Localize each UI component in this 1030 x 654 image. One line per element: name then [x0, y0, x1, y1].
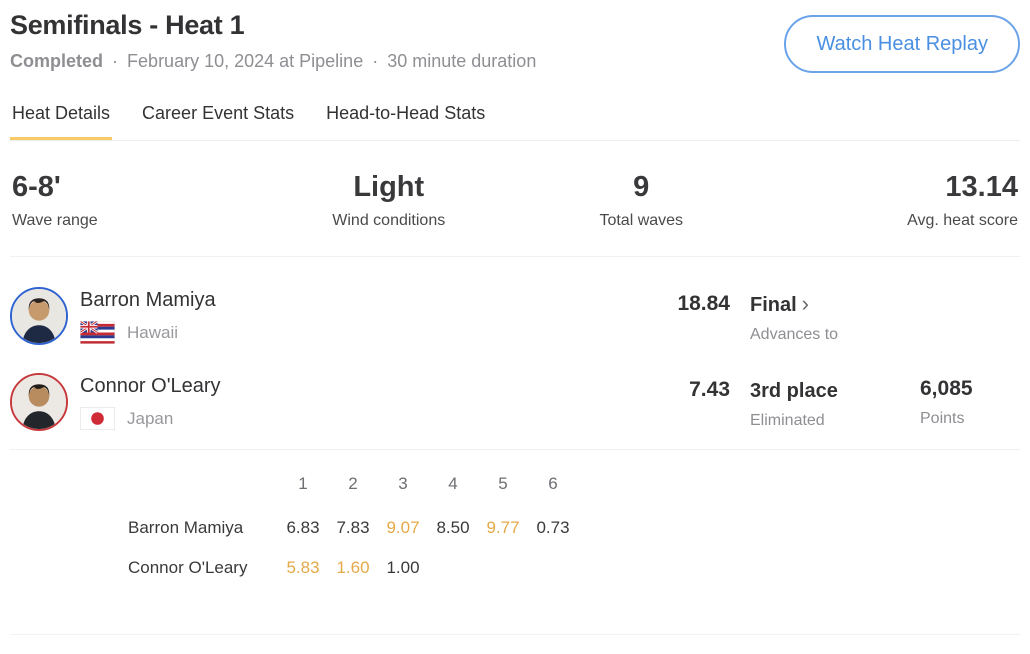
wave-row-name: Barron Mamiya: [128, 518, 244, 537]
result-title-text: 3rd place: [750, 380, 838, 402]
wave-row-connor-oleary: Connor O'Leary 5.83 1.60 1.00: [128, 548, 1020, 588]
avatar: [10, 373, 68, 431]
result-link[interactable]: Final ›: [750, 291, 920, 317]
surfer-identity: Connor O'Leary Japan: [80, 373, 590, 430]
result-block: 3rd place Eliminated: [750, 373, 920, 430]
tab-heat-details[interactable]: Heat Details: [10, 95, 113, 140]
result-subtitle: Eliminated: [750, 412, 825, 429]
surfer-identity: Barron Mamiya: [80, 287, 590, 344]
heat-header: Semifinals - Heat 1 Completed · February…: [10, 0, 1020, 73]
wave-score: 0.73: [536, 518, 570, 537]
stat-value: 9: [633, 171, 650, 203]
wave-score: 1.60: [336, 558, 370, 577]
stat-value: Light: [353, 171, 425, 203]
wave-row-name: Connor O'Leary: [128, 558, 248, 577]
wave-column-header: 5: [498, 474, 508, 493]
surfer-portrait: [12, 375, 66, 429]
surfer-name: Barron Mamiya: [80, 289, 216, 311]
tab-head-to-head-stats[interactable]: Head-to-Head Stats: [326, 103, 486, 123]
stat-value: 13.14: [945, 171, 1018, 203]
duration: 30 minute duration: [387, 51, 537, 71]
chevron-right-icon: [838, 377, 843, 402]
avatar: [10, 287, 68, 345]
region-label: Hawaii: [127, 322, 179, 342]
page-title: Semifinals - Heat 1: [10, 10, 245, 40]
wave-table-header: 1 2 3 4 5 6: [128, 474, 1020, 494]
result-block: Final › Advances to: [750, 287, 920, 344]
hawaii-flag-icon: [80, 321, 115, 344]
stat-value: 6-8': [12, 171, 61, 203]
result-title: Final: [750, 294, 797, 316]
surfer-portrait: [12, 289, 66, 343]
points-block: 6,085 Points: [920, 373, 1020, 428]
wave-score: 9.07: [386, 518, 420, 537]
wave-score: 8.50: [436, 518, 470, 537]
date-location: February 10, 2024 at Pipeline: [127, 51, 364, 71]
watch-heat-replay-button[interactable]: Watch Heat Replay: [784, 15, 1020, 73]
wave-score: 5.83: [286, 558, 320, 577]
stat-total-waves: 9 Total waves: [515, 171, 768, 230]
wave-column-header: 6: [548, 474, 558, 493]
heat-header-text: Semifinals - Heat 1 Completed · February…: [10, 6, 536, 72]
surfer-row-connor-oleary: Connor O'Leary Japan 7.43 3rd place Elim…: [10, 359, 1020, 445]
wave-column-header: 2: [348, 474, 358, 493]
wave-score-table: 1 2 3 4 5 6 Barron Mamiya 6.83 7.83 9.07…: [128, 474, 1020, 588]
separator-dot: ·: [372, 51, 379, 71]
surfer-name: Connor O'Leary: [80, 375, 221, 397]
separator-dot: ·: [112, 51, 119, 71]
points-block: [920, 287, 1020, 300]
points-value: 6,085: [920, 377, 973, 400]
tab-bar: Heat Details Career Event Stats Head-to-…: [10, 95, 1020, 141]
stat-wind-conditions: Light Wind conditions: [263, 171, 516, 230]
result-subtitle: Advances to: [750, 326, 839, 343]
wave-column-header: 3: [398, 474, 408, 493]
stat-wave-range: 6-8' Wave range: [10, 171, 263, 230]
wave-column-header: 4: [448, 474, 458, 493]
surfer-region: Japan: [80, 407, 590, 430]
heat-conditions: 6-8' Wave range Light Wind conditions 9 …: [10, 141, 1020, 257]
stat-label: Total waves: [599, 212, 684, 229]
stat-label: Wave range: [12, 212, 98, 229]
japan-flag-icon: [80, 407, 115, 430]
heat-total-score: 7.43: [689, 378, 730, 401]
surfer-region: Hawaii: [80, 321, 590, 344]
result-title: 3rd place: [750, 377, 920, 403]
wave-score: 1.00: [386, 558, 420, 577]
wave-row-barron-mamiya: Barron Mamiya 6.83 7.83 9.07 8.50 9.77 0…: [128, 508, 1020, 548]
surfer-results: Barron Mamiya: [10, 257, 1020, 450]
wave-score: 7.83: [336, 518, 370, 537]
wave-scores-section: 1 2 3 4 5 6 Barron Mamiya 6.83 7.83 9.07…: [10, 474, 1020, 635]
tab-career-event-stats[interactable]: Career Event Stats: [142, 103, 295, 123]
surfer-row-barron-mamiya: Barron Mamiya: [10, 273, 1020, 359]
points-label: Points: [920, 410, 965, 427]
wave-column-header: 1: [298, 474, 308, 493]
stat-label: Avg. heat score: [907, 212, 1018, 229]
heat-total-score: 18.84: [677, 292, 730, 315]
stat-avg-heat-score: 13.14 Avg. heat score: [768, 171, 1021, 230]
stat-label: Wind conditions: [332, 212, 446, 229]
wave-score: 6.83: [286, 518, 320, 537]
status-label: Completed: [10, 51, 104, 71]
heat-details-page: Semifinals - Heat 1 Completed · February…: [10, 0, 1020, 635]
wave-score: 9.77: [486, 518, 520, 537]
chevron-right-icon: ›: [801, 291, 809, 316]
heat-subtitle: Completed · February 10, 2024 at Pipelin…: [10, 51, 536, 72]
region-label: Japan: [127, 408, 174, 428]
